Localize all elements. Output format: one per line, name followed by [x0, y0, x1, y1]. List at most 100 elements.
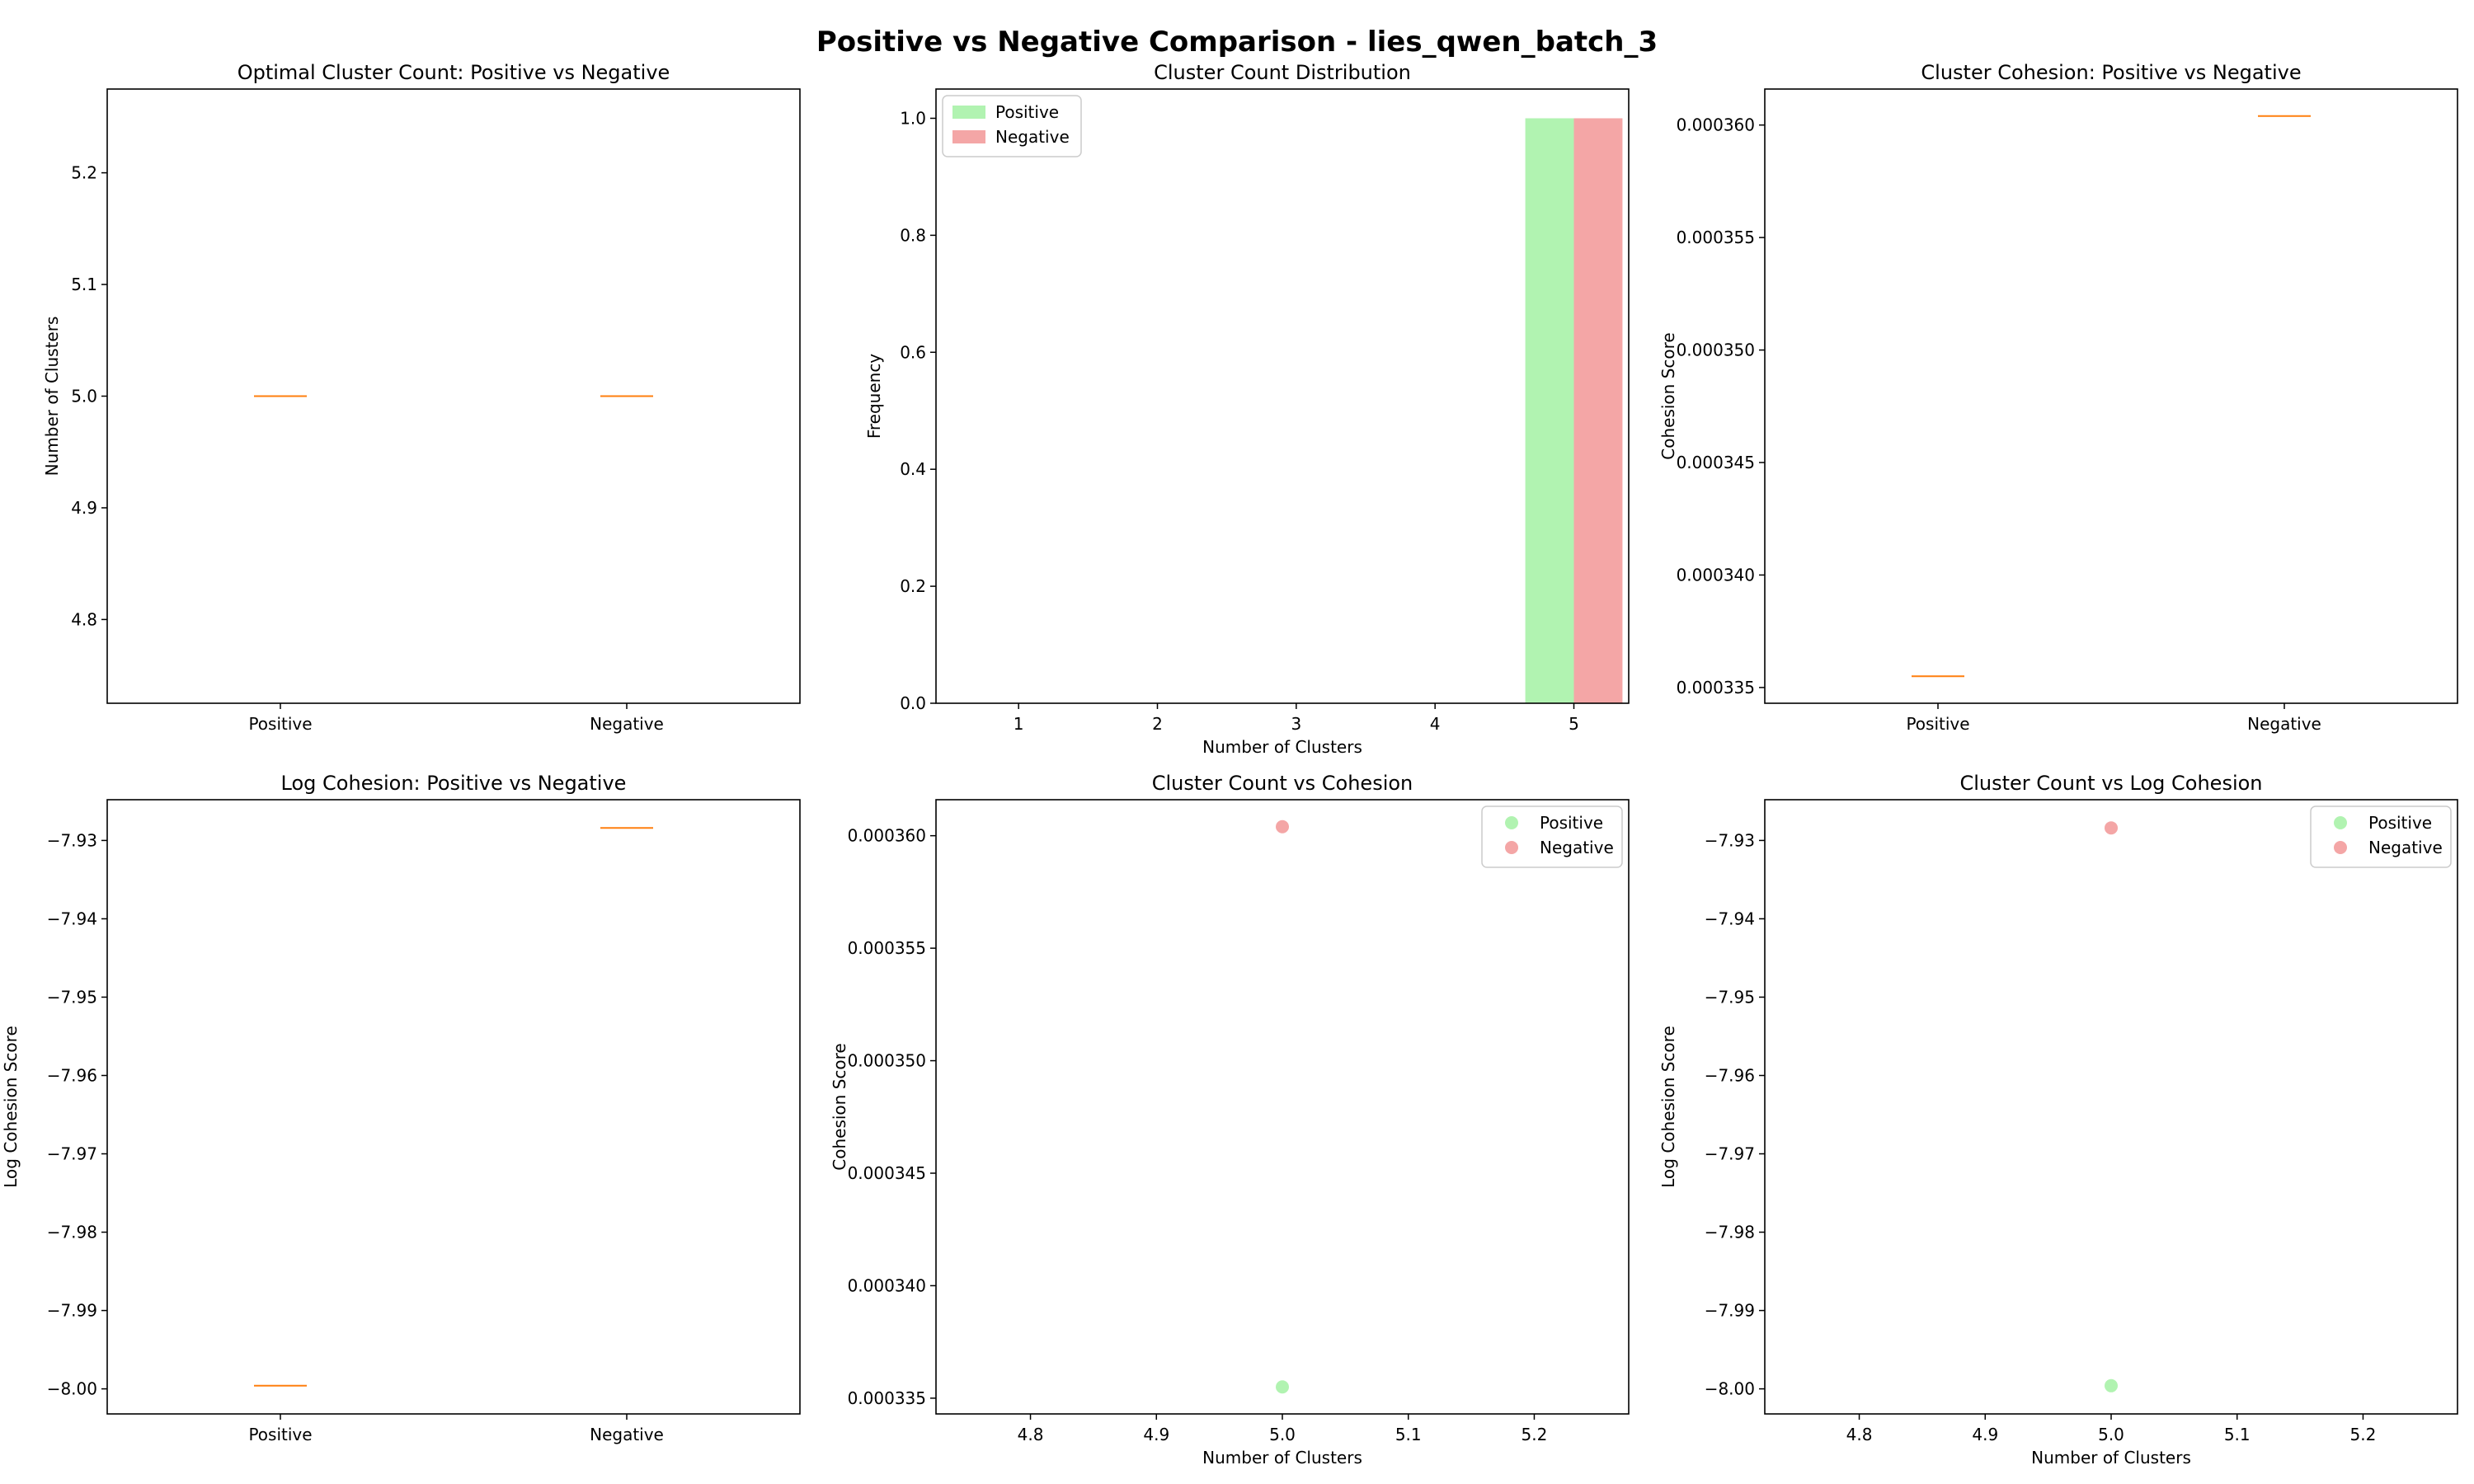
y-axis-label: Cohesion Score — [830, 1043, 849, 1170]
legend-label-positive: Positive — [2368, 813, 2432, 833]
point-positive — [1276, 1380, 1289, 1394]
chart-title: Cluster Cohesion: Positive vs Negative — [1921, 61, 2301, 84]
y-tick-label: 0.000355 — [1677, 228, 1755, 247]
y-tick-label: 0.4 — [900, 459, 926, 479]
y-tick-label: −7.99 — [1705, 1301, 1755, 1321]
legend-label-positive: Positive — [995, 102, 1059, 122]
axes-frame — [1764, 88, 2458, 704]
chart-title: Cluster Count vs Cohesion — [1152, 772, 1413, 795]
y-tick-label: −7.98 — [1705, 1223, 1755, 1242]
y-axis-label: Number of Clusters — [42, 317, 62, 477]
x-tick-label: 5.2 — [2350, 1425, 2377, 1444]
x-axis-label: Number of Clusters — [2031, 1448, 2191, 1468]
axes-frame — [1764, 799, 2458, 1415]
x-tick-label: Negative — [590, 1425, 664, 1444]
y-tick-label: 0.0 — [900, 693, 926, 713]
axes-frame — [935, 799, 1630, 1415]
legend-marker-positive — [2334, 816, 2347, 829]
y-tick-label: 0.000335 — [1677, 678, 1755, 697]
legend-marker-positive — [1505, 816, 1518, 829]
y-tick-label: 0.000340 — [1677, 565, 1755, 585]
legend-swatch-positive — [952, 106, 985, 119]
axes-frame — [935, 88, 1630, 704]
y-tick-label: −7.98 — [47, 1223, 97, 1242]
y-tick-label: −7.95 — [1705, 987, 1755, 1007]
chart-panel-5: Cluster Count vs Cohesion Cohesion Score N… — [830, 772, 1630, 1468]
y-tick-label: 0.000350 — [848, 1051, 926, 1071]
legend-label-negative: Negative — [1540, 838, 1614, 857]
point-positive — [2105, 1378, 2118, 1392]
legend-marker-negative — [2334, 841, 2347, 854]
legend: Positive Negative — [1481, 805, 1623, 868]
y-tick-label: −7.96 — [1705, 1065, 1755, 1085]
y-tick-label: 4.9 — [71, 498, 97, 518]
y-tick-label: −7.96 — [47, 1065, 97, 1085]
point-negative — [2105, 821, 2118, 835]
chart-panel-6: Cluster Count vs Log Cohesion Log Cohesio… — [1658, 772, 2458, 1468]
y-tick-label: 0.000345 — [1677, 453, 1755, 472]
y-tick-label: 0.000335 — [848, 1388, 926, 1408]
x-tick-label: 4.9 — [1143, 1425, 1169, 1444]
y-tick-label: −7.94 — [1705, 909, 1755, 928]
x-tick-label: 4.8 — [1846, 1425, 1873, 1444]
y-tick-label: 0.000360 — [848, 826, 926, 846]
figure-title: Positive vs Negative Comparison - lies_q… — [816, 26, 1658, 59]
x-tick-label: Positive — [1906, 714, 1969, 734]
x-tick-label: Negative — [590, 714, 664, 734]
legend-label-negative: Negative — [2368, 838, 2443, 857]
y-axis-label: Cohesion Score — [1658, 332, 1678, 459]
x-tick-label: 5.0 — [1269, 1425, 1296, 1444]
x-tick-label: 5.0 — [2098, 1425, 2124, 1444]
x-axis-label: Number of Clusters — [1202, 1448, 1362, 1468]
chart-title: Log Cohesion: Positive vs Negative — [281, 772, 627, 795]
y-tick-label: 5.0 — [71, 387, 97, 406]
x-tick-label: 4 — [1430, 714, 1441, 734]
y-axis-label: Log Cohesion Score — [1658, 1026, 1678, 1188]
y-tick-label: 4.8 — [71, 609, 97, 629]
y-tick-label: 0.2 — [900, 576, 926, 596]
y-tick-label: 0.000360 — [1677, 115, 1755, 135]
y-tick-label: −7.93 — [47, 830, 97, 850]
y-tick-label: −7.95 — [47, 987, 97, 1007]
y-tick-label: 0.8 — [900, 225, 926, 245]
x-tick-label: Positive — [248, 1425, 312, 1444]
y-tick-label: −7.94 — [47, 909, 97, 928]
bar-negative-5 — [1573, 118, 1623, 703]
y-tick-label: 5.2 — [71, 163, 97, 183]
y-tick-label: −7.97 — [1705, 1144, 1755, 1164]
x-tick-label: 5.1 — [2224, 1425, 2251, 1444]
axes-frame — [106, 799, 801, 1415]
chart-title: Optimal Cluster Count: Positive vs Negat… — [238, 61, 670, 84]
y-tick-label: 5.1 — [71, 275, 97, 294]
axes-frame — [106, 88, 801, 704]
x-tick-label: 1 — [1014, 714, 1024, 734]
chart-panel-4: Log Cohesion: Positive vs Negative Log Co… — [1, 772, 801, 1444]
legend-marker-negative — [1505, 841, 1518, 854]
legend: Positive Negative — [942, 95, 1082, 157]
y-axis-label: Log Cohesion Score — [1, 1026, 21, 1188]
y-tick-label: 0.000340 — [848, 1275, 926, 1295]
point-negative — [1276, 819, 1289, 834]
bar-positive-5 — [1525, 118, 1574, 703]
chart-title: Cluster Count vs Log Cohesion — [1959, 772, 2262, 795]
x-tick-label: 5.2 — [1522, 1425, 1548, 1444]
legend: Positive Negative — [2310, 805, 2452, 868]
y-tick-label: 0.000355 — [848, 938, 926, 958]
y-tick-label: 0.000345 — [848, 1163, 926, 1183]
y-tick-label: −8.00 — [1705, 1379, 1755, 1399]
x-tick-label: Positive — [248, 714, 312, 734]
chart-panel-2: Cluster Count Distribution Frequency Numbe… — [864, 61, 1630, 757]
legend-label-positive: Positive — [1540, 813, 1603, 833]
y-tick-label: 0.000350 — [1677, 340, 1755, 360]
x-tick-label: 5.1 — [1395, 1425, 1422, 1444]
x-tick-label: 4.9 — [1972, 1425, 1998, 1444]
x-tick-label: Negative — [2247, 714, 2321, 734]
chart-panel-1: Optimal Cluster Count: Positive vs Negat… — [42, 61, 801, 734]
y-tick-label: 1.0 — [900, 108, 926, 128]
x-tick-label: 2 — [1152, 714, 1163, 734]
chart-title: Cluster Count Distribution — [1154, 61, 1411, 84]
chart-panel-3: Cluster Cohesion: Positive vs Negative Co… — [1658, 61, 2458, 734]
legend-label-negative: Negative — [995, 127, 1070, 147]
x-tick-label: 4.8 — [1018, 1425, 1044, 1444]
